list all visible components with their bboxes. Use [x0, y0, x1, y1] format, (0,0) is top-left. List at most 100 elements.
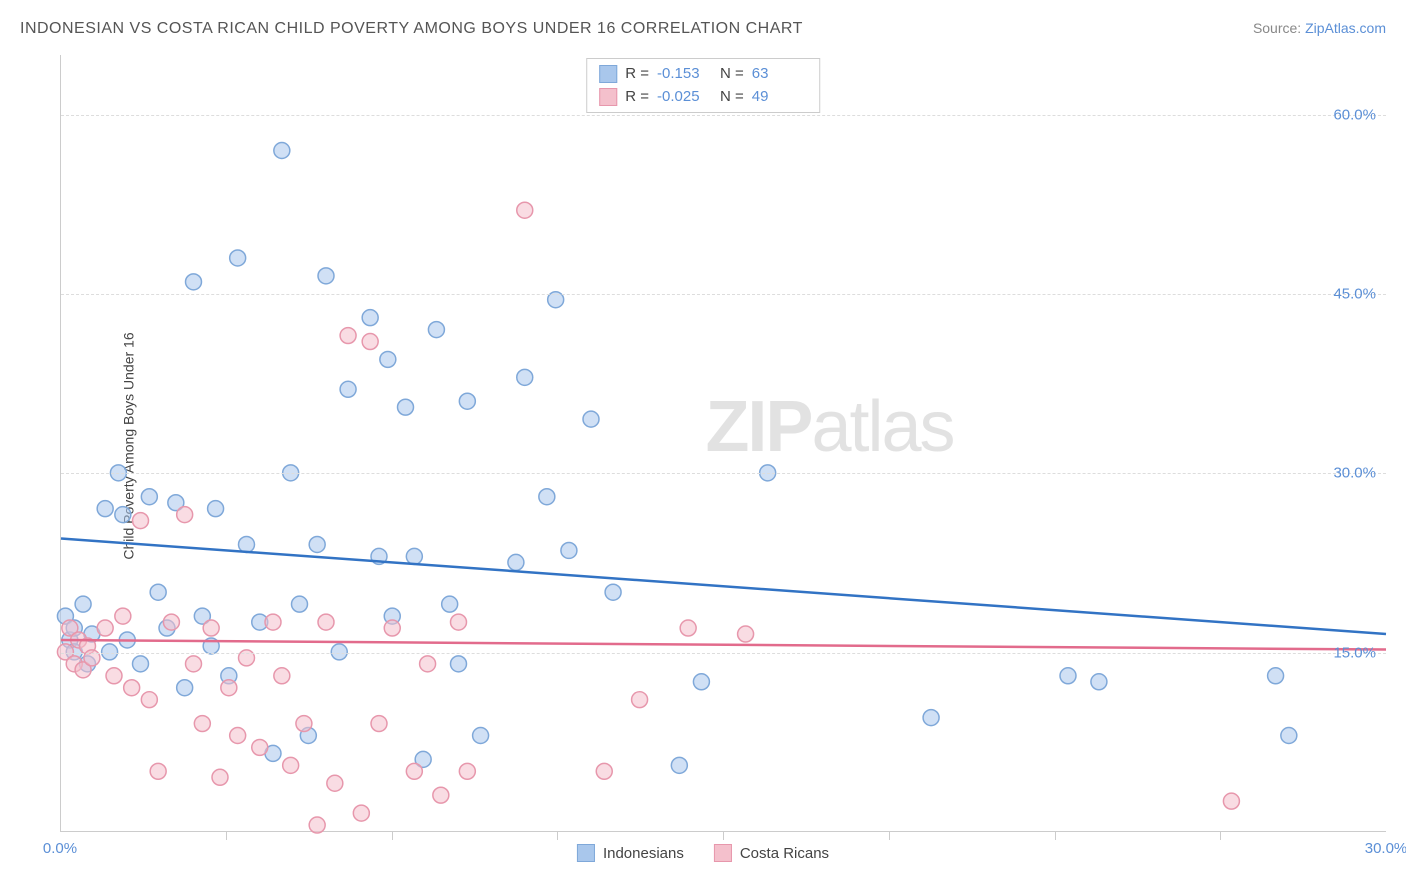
- data-point: [97, 501, 113, 517]
- x-tick-mark: [226, 832, 227, 840]
- data-point: [292, 596, 308, 612]
- data-point: [451, 656, 467, 672]
- n-value: 63: [752, 63, 807, 86]
- data-point: [1091, 674, 1107, 690]
- data-point: [141, 489, 157, 505]
- data-point: [693, 674, 709, 690]
- data-point: [362, 310, 378, 326]
- r-value: -0.025: [657, 86, 712, 109]
- data-point: [133, 656, 149, 672]
- data-point: [1281, 728, 1297, 744]
- data-point: [106, 668, 122, 684]
- data-point: [274, 668, 290, 684]
- x-tick-mark: [889, 832, 890, 840]
- r-label: R =: [625, 86, 649, 109]
- data-point: [75, 596, 91, 612]
- data-point: [561, 542, 577, 558]
- data-point: [583, 411, 599, 427]
- data-point: [177, 507, 193, 523]
- data-point: [605, 584, 621, 600]
- data-point: [230, 250, 246, 266]
- data-point: [1223, 793, 1239, 809]
- scatter-plot-svg: [61, 55, 1386, 831]
- data-point: [406, 763, 422, 779]
- data-point: [274, 143, 290, 159]
- data-point: [203, 620, 219, 636]
- y-tick-label: 15.0%: [1333, 644, 1376, 661]
- data-point: [1268, 668, 1284, 684]
- data-point: [420, 656, 436, 672]
- data-point: [1060, 668, 1076, 684]
- data-point: [150, 584, 166, 600]
- series-legend: Indonesians Costa Ricans: [577, 844, 829, 862]
- data-point: [208, 501, 224, 517]
- data-point: [186, 656, 202, 672]
- r-value: -0.153: [657, 63, 712, 86]
- y-tick-label: 30.0%: [1333, 465, 1376, 482]
- data-point: [340, 328, 356, 344]
- chart-title: INDONESIAN VS COSTA RICAN CHILD POVERTY …: [20, 20, 803, 38]
- data-point: [738, 626, 754, 642]
- x-tick-mark: [392, 832, 393, 840]
- legend-row: R = -0.153 N = 63: [599, 63, 807, 86]
- x-tick-mark: [1055, 832, 1056, 840]
- source-label: Source:: [1253, 20, 1301, 36]
- y-tick-label: 60.0%: [1333, 106, 1376, 123]
- data-point: [517, 369, 533, 385]
- data-point: [451, 614, 467, 630]
- data-point: [508, 554, 524, 570]
- data-point: [283, 757, 299, 773]
- data-point: [177, 680, 193, 696]
- series-name: Indonesians: [603, 845, 684, 862]
- x-tick-label: 0.0%: [43, 840, 77, 857]
- gridline: [61, 473, 1386, 474]
- data-point: [296, 716, 312, 732]
- data-point: [141, 692, 157, 708]
- data-point: [680, 620, 696, 636]
- chart-plot-area: ZIPatlas 15.0%30.0%45.0%60.0%: [60, 55, 1386, 832]
- data-point: [340, 381, 356, 397]
- data-point: [309, 536, 325, 552]
- legend-swatch: [577, 844, 595, 862]
- legend-row: R = -0.025 N = 49: [599, 86, 807, 109]
- data-point: [252, 739, 268, 755]
- data-point: [163, 614, 179, 630]
- data-point: [115, 507, 131, 523]
- series-legend-item: Costa Ricans: [714, 844, 829, 862]
- r-label: R =: [625, 63, 649, 86]
- data-point: [97, 620, 113, 636]
- data-point: [473, 728, 489, 744]
- data-point: [318, 268, 334, 284]
- legend-swatch: [599, 65, 617, 83]
- data-point: [380, 351, 396, 367]
- data-point: [406, 548, 422, 564]
- source-link[interactable]: ZipAtlas.com: [1305, 20, 1386, 36]
- data-point: [671, 757, 687, 773]
- data-point: [539, 489, 555, 505]
- y-tick-label: 45.0%: [1333, 286, 1376, 303]
- data-point: [632, 692, 648, 708]
- source-attribution: Source: ZipAtlas.com: [1253, 20, 1386, 36]
- n-value: 49: [752, 86, 807, 109]
- legend-swatch: [714, 844, 732, 862]
- data-point: [596, 763, 612, 779]
- data-point: [459, 763, 475, 779]
- data-point: [124, 680, 140, 696]
- x-tick-mark: [723, 832, 724, 840]
- n-label: N =: [720, 86, 744, 109]
- data-point: [384, 620, 400, 636]
- series-name: Costa Ricans: [740, 845, 829, 862]
- trend-line: [61, 640, 1386, 650]
- data-point: [221, 680, 237, 696]
- data-point: [398, 399, 414, 415]
- data-point: [923, 710, 939, 726]
- data-point: [362, 334, 378, 350]
- gridline: [61, 653, 1386, 654]
- n-label: N =: [720, 63, 744, 86]
- data-point: [239, 536, 255, 552]
- gridline: [61, 294, 1386, 295]
- data-point: [115, 608, 131, 624]
- data-point: [212, 769, 228, 785]
- data-point: [318, 614, 334, 630]
- data-point: [186, 274, 202, 290]
